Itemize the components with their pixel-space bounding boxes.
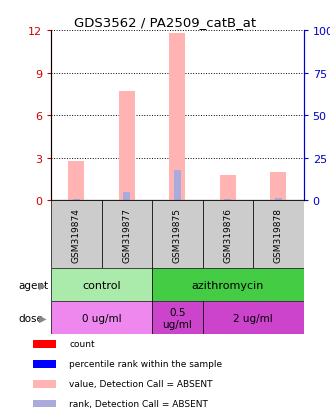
Text: azithromycin: azithromycin bbox=[192, 280, 264, 290]
Bar bbox=[203, 201, 253, 268]
Text: 0.5
ug/ml: 0.5 ug/ml bbox=[162, 307, 192, 329]
Bar bbox=[102, 201, 152, 268]
Bar bbox=[123, 193, 130, 201]
Text: ▶: ▶ bbox=[39, 280, 47, 290]
Bar bbox=[33, 380, 56, 388]
Bar bbox=[33, 340, 56, 348]
Bar bbox=[119, 92, 135, 201]
Bar bbox=[51, 268, 152, 301]
Text: percentile rank within the sample: percentile rank within the sample bbox=[69, 359, 222, 368]
Text: GDS3562 / PA2509_catB_at: GDS3562 / PA2509_catB_at bbox=[74, 17, 256, 29]
Text: count: count bbox=[69, 339, 95, 349]
Text: GSM319875: GSM319875 bbox=[173, 207, 182, 262]
Bar bbox=[169, 34, 185, 201]
Text: rank, Detection Call = ABSENT: rank, Detection Call = ABSENT bbox=[69, 399, 208, 408]
Bar bbox=[33, 400, 56, 408]
Bar bbox=[270, 173, 286, 201]
Text: agent: agent bbox=[18, 280, 48, 290]
Bar bbox=[152, 268, 304, 301]
Bar bbox=[275, 198, 282, 201]
Bar bbox=[73, 199, 80, 201]
Text: ▶: ▶ bbox=[39, 313, 47, 323]
Text: GSM319878: GSM319878 bbox=[274, 207, 283, 262]
Bar bbox=[51, 301, 152, 335]
Text: 2 ug/ml: 2 ug/ml bbox=[233, 313, 273, 323]
Text: value, Detection Call = ABSENT: value, Detection Call = ABSENT bbox=[69, 379, 213, 388]
Text: dose: dose bbox=[18, 313, 43, 323]
Text: GSM319876: GSM319876 bbox=[223, 207, 232, 262]
Bar bbox=[253, 201, 304, 268]
Text: control: control bbox=[82, 280, 121, 290]
Bar bbox=[224, 199, 231, 201]
Bar bbox=[51, 201, 102, 268]
Bar bbox=[203, 301, 304, 335]
Text: GSM319877: GSM319877 bbox=[122, 207, 131, 262]
Text: GSM319874: GSM319874 bbox=[72, 207, 81, 262]
Bar bbox=[152, 301, 203, 335]
Bar bbox=[174, 171, 181, 201]
Text: 0 ug/ml: 0 ug/ml bbox=[82, 313, 121, 323]
Bar bbox=[220, 176, 236, 201]
Bar bbox=[68, 161, 84, 201]
Bar bbox=[33, 360, 56, 368]
Bar bbox=[152, 201, 203, 268]
